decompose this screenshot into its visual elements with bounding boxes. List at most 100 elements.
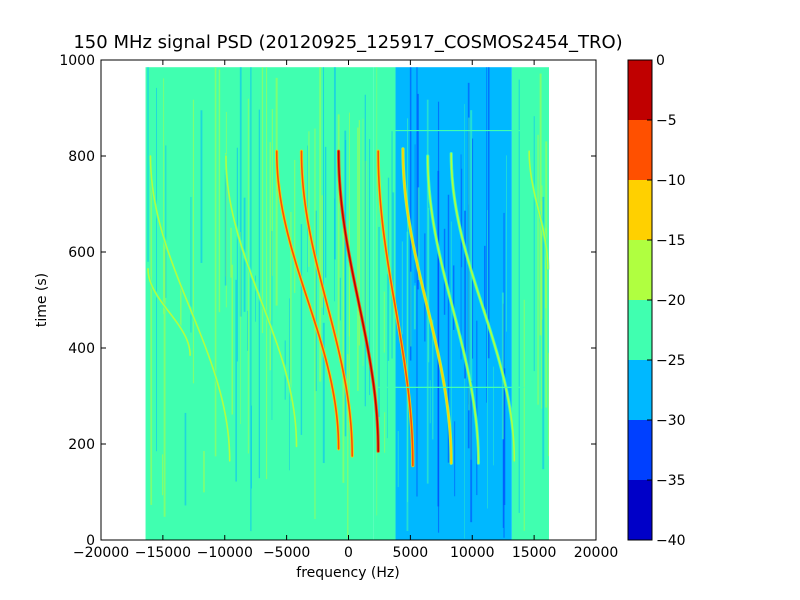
- noise-stripe-128: [230, 227, 232, 278]
- noise-stripe-14: [362, 118, 364, 367]
- noise-stripe-8: [321, 195, 323, 308]
- noise-stripe-72: [383, 291, 385, 353]
- trace-1: [149, 155, 231, 462]
- chart-title: 150 MHz signal PSD (20120925_125917_COSM…: [73, 32, 622, 53]
- noise-stripe-46: [269, 142, 271, 371]
- colorbar-tick-label-6: −30: [656, 413, 686, 429]
- trace-10: [528, 150, 549, 270]
- noise-stripe-41: [271, 109, 273, 276]
- noise-stripe-112: [224, 169, 227, 286]
- noise-stripe-127: [315, 210, 317, 392]
- y-tick-label-3: 600: [68, 245, 95, 261]
- colorbar-bin-3: [628, 300, 652, 360]
- noise-stripe-80: [470, 380, 473, 523]
- noise-stripe-51: [426, 99, 429, 484]
- trace-8: [426, 155, 480, 464]
- colorbar-bin-0: [628, 480, 652, 540]
- noise-stripe-82: [290, 211, 292, 402]
- x-tick-label-2: −10000: [197, 545, 253, 561]
- noise-stripe-35: [542, 196, 545, 470]
- noise-stripe-100: [386, 274, 388, 439]
- x-axis-ticks: −20000 −15000 −10000 −5000 0 5000 10000 15000 20…: [73, 60, 618, 561]
- noise-stripe-68: [324, 146, 327, 278]
- noise-stripe-25: [358, 120, 361, 346]
- noise-stripe-122: [428, 207, 430, 363]
- colorbar-bin-4: [628, 240, 652, 300]
- noise-stripe-125: [417, 187, 420, 280]
- noise-stripe-77: [339, 277, 341, 321]
- x-tick-label-0: −20000: [73, 545, 129, 561]
- noise-stripe-55: [460, 154, 462, 360]
- noise-stripe-38: [255, 275, 256, 322]
- noise-stripe-39: [344, 140, 347, 437]
- trace-7: [402, 148, 453, 464]
- noise-stripe-61: [348, 220, 350, 337]
- noise-stripe-15: [369, 139, 371, 396]
- noise-stripe-95: [250, 67, 252, 532]
- noise-stripe-32: [184, 412, 187, 506]
- noise-stripe-123: [506, 155, 507, 332]
- colorbar-tick-label-7: −35: [656, 473, 686, 489]
- y-tick-label-4: 800: [68, 149, 95, 165]
- colorbar: [628, 60, 652, 540]
- noise-stripe-120: [501, 292, 504, 440]
- colorbar-bin-1: [628, 420, 652, 480]
- noise-stripe-37: [357, 127, 359, 391]
- noise-stripe-110: [413, 285, 416, 330]
- trace-2: [225, 155, 298, 448]
- colorbar-tick-label-2: −10: [656, 173, 686, 189]
- x-tick-label-3: −5000: [263, 545, 310, 561]
- colorbar-tick-label-4: −20: [656, 293, 686, 309]
- noise-stripe-119: [150, 177, 153, 505]
- noise-stripe-121: [401, 241, 403, 335]
- x-tick-label-5: 5000: [393, 545, 429, 561]
- x-axis-label: frequency (Hz): [296, 565, 399, 581]
- colorbar-tick-label-5: −25: [656, 353, 686, 369]
- x-tick-label-1: −15000: [135, 545, 191, 561]
- noise-stripe-111: [548, 352, 549, 457]
- y-tick-label-5: 1000: [59, 53, 95, 69]
- noise-stripe-34: [518, 79, 520, 513]
- noise-stripe-66: [414, 144, 416, 283]
- trace-4: [300, 150, 354, 457]
- noise-stripe-5: [294, 159, 296, 293]
- noise-stripe-98: [300, 224, 303, 435]
- noise-stripe-20: [376, 67, 378, 516]
- noise-stripe-81: [461, 168, 463, 268]
- noise-stripe-109: [392, 192, 395, 296]
- noise-stripe-0: [409, 67, 412, 361]
- y-axis-ticks: 0 200 400 600 800 1000: [59, 53, 596, 549]
- colorbar-bin-5: [628, 180, 652, 240]
- y-axis-label: time (s): [34, 273, 50, 327]
- noise-stripe-58: [163, 78, 165, 315]
- trace-layer: [146, 147, 550, 468]
- noise-stripe-49: [503, 368, 506, 506]
- noise-stripe-103: [322, 67, 325, 315]
- x-tick-label-6: 10000: [450, 545, 495, 561]
- trace-0: [147, 268, 191, 356]
- colorbar-tick-label-0: 0: [656, 53, 665, 69]
- noise-stripe-84: [450, 221, 452, 438]
- colorbar-bin-6: [628, 120, 652, 180]
- noise-stripe-67: [416, 67, 418, 497]
- heatmap-layer: [145, 67, 549, 540]
- colorbar-tick-label-1: −5: [656, 113, 677, 129]
- noise-stripe-16: [342, 228, 345, 483]
- noise-stripe-10: [424, 233, 426, 342]
- noise-stripe-114: [322, 322, 325, 464]
- noise-stripe-27: [231, 264, 234, 415]
- noise-stripe-48: [261, 67, 264, 334]
- noise-stripe-23: [275, 77, 278, 306]
- x-tick-label-7: 15000: [512, 545, 557, 561]
- noise-stripe-4: [190, 197, 192, 333]
- noise-stripe-115: [437, 170, 440, 507]
- noise-stripe-18: [470, 110, 473, 460]
- noise-stripe-113: [236, 147, 238, 362]
- colorbar-tick-label-3: −15: [656, 233, 686, 249]
- noise-stripe-79: [163, 243, 166, 517]
- noise-stripe-108: [464, 210, 466, 379]
- noise-stripe-75: [429, 380, 431, 424]
- noise-stripe-33: [432, 319, 434, 440]
- noise-stripe-87: [319, 67, 322, 382]
